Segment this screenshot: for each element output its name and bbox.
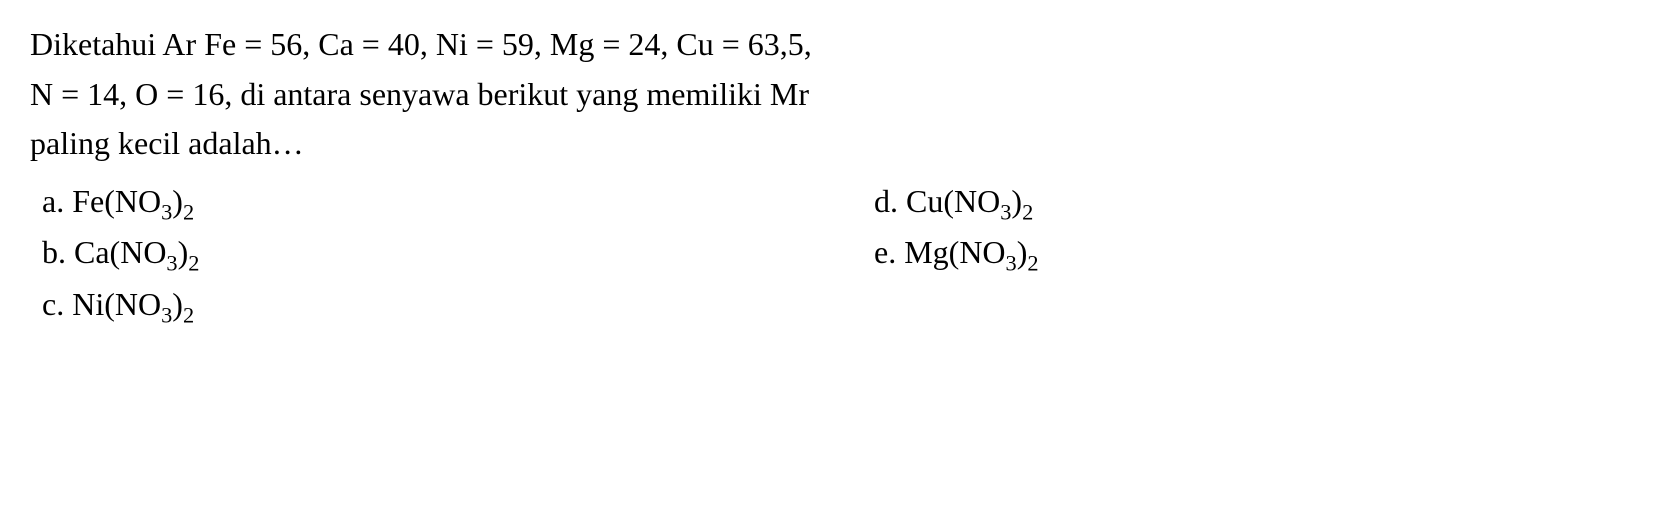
option-e-label: e. — [874, 234, 904, 270]
options-column-left: a. Fe(NO3)2 b. Ca(NO3)2 c. Ni(NO3)2 — [42, 177, 874, 332]
question-text: Diketahui Ar Fe = 56, Ca = 40, Ni = 59, … — [30, 20, 1642, 169]
option-c-anion: (NO — [104, 286, 161, 322]
option-a-sub1: 3 — [161, 199, 172, 224]
option-b-sub2: 2 — [188, 251, 199, 276]
option-d-sub1: 3 — [1000, 199, 1011, 224]
option-e-sub2: 2 — [1027, 251, 1038, 276]
option-a-close: ) — [172, 183, 183, 219]
options-container: a. Fe(NO3)2 b. Ca(NO3)2 c. Ni(NO3)2 d. C… — [30, 177, 1642, 332]
option-d-anion: (NO — [943, 183, 1000, 219]
question-line-3: paling kecil adalah… — [30, 125, 304, 161]
option-d-close: ) — [1011, 183, 1022, 219]
question-line-1: Diketahui Ar Fe = 56, Ca = 40, Ni = 59, … — [30, 26, 812, 62]
option-b-label: b. — [42, 234, 74, 270]
option-b-sub1: 3 — [166, 251, 177, 276]
option-d-metal: Cu — [906, 183, 943, 219]
option-e-metal: Mg — [904, 234, 948, 270]
option-c-close: ) — [172, 286, 183, 322]
option-c-label: c. — [42, 286, 72, 322]
option-e-close: ) — [1017, 234, 1028, 270]
option-a-sub2: 2 — [183, 199, 194, 224]
option-a-metal: Fe — [72, 183, 104, 219]
option-c-sub2: 2 — [183, 302, 194, 327]
option-c: c. Ni(NO3)2 — [42, 280, 874, 330]
option-a-anion: (NO — [104, 183, 161, 219]
option-b-anion: (NO — [110, 234, 167, 270]
option-a: a. Fe(NO3)2 — [42, 177, 874, 227]
option-b: b. Ca(NO3)2 — [42, 228, 874, 278]
options-column-right: d. Cu(NO3)2 e. Mg(NO3)2 — [874, 177, 1642, 332]
option-e: e. Mg(NO3)2 — [874, 228, 1642, 278]
question-line-2: N = 14, O = 16, di antara senyawa beriku… — [30, 76, 809, 112]
option-d-sub2: 2 — [1022, 199, 1033, 224]
option-b-metal: Ca — [74, 234, 110, 270]
option-c-sub1: 3 — [161, 302, 172, 327]
option-e-anion: (NO — [949, 234, 1006, 270]
option-a-label: a. — [42, 183, 72, 219]
option-c-metal: Ni — [72, 286, 104, 322]
option-b-close: ) — [178, 234, 189, 270]
option-d-label: d. — [874, 183, 906, 219]
option-d: d. Cu(NO3)2 — [874, 177, 1642, 227]
option-e-sub1: 3 — [1006, 251, 1017, 276]
